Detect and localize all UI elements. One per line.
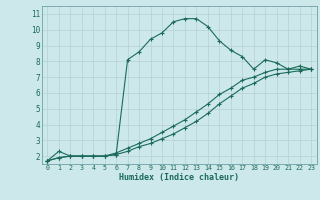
- X-axis label: Humidex (Indice chaleur): Humidex (Indice chaleur): [119, 173, 239, 182]
